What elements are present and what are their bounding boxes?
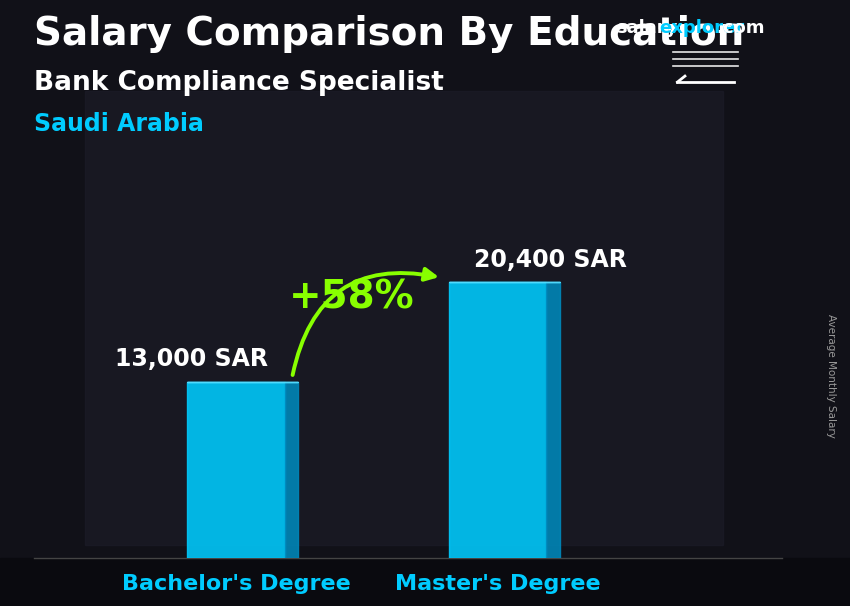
Text: Salary Comparison By Education: Salary Comparison By Education: [34, 15, 745, 53]
Polygon shape: [547, 282, 560, 558]
Text: Average Monthly Salary: Average Monthly Salary: [826, 314, 836, 438]
Bar: [0, 558, 850, 606]
Text: .com: .com: [717, 19, 765, 38]
Bar: [449, 282, 547, 558]
Text: Bank Compliance Specialist: Bank Compliance Specialist: [34, 70, 444, 96]
Text: explorer: explorer: [659, 19, 744, 38]
Text: 13,000 SAR: 13,000 SAR: [115, 347, 268, 371]
Text: +58%: +58%: [289, 279, 415, 317]
Bar: [85, 91, 722, 545]
Text: Saudi Arabia: Saudi Arabia: [34, 112, 204, 136]
Text: salary: salary: [616, 19, 677, 38]
Text: 20,400 SAR: 20,400 SAR: [473, 248, 626, 272]
Bar: [187, 382, 285, 558]
Polygon shape: [285, 382, 298, 558]
